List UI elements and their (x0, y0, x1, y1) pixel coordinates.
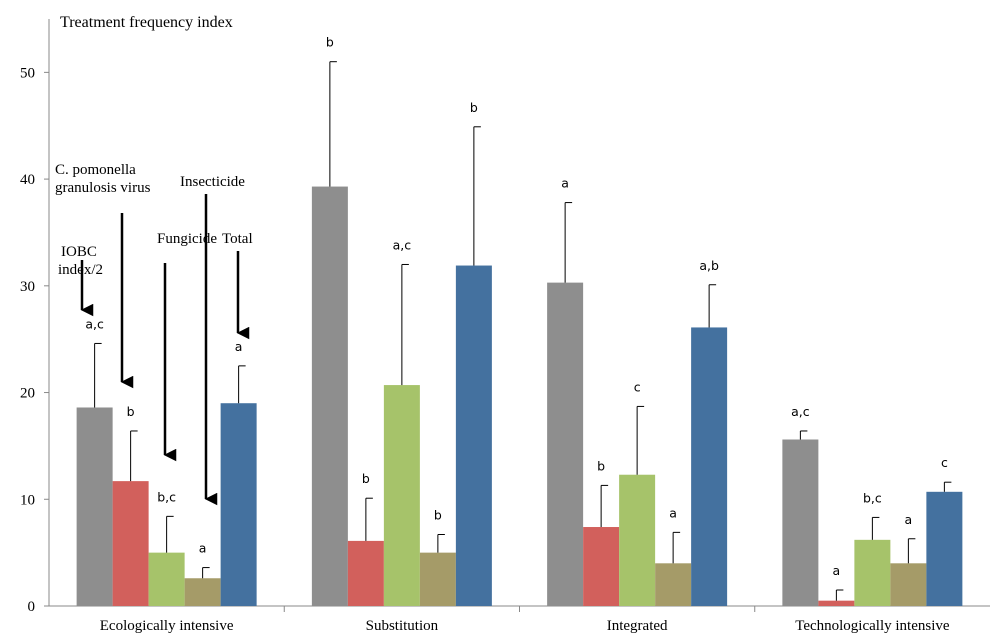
significance-label-cpgv: b (127, 404, 135, 419)
bar-total (926, 491, 963, 606)
bar-total (455, 265, 492, 606)
bar-insecticide (184, 578, 221, 606)
y-tick-label: 10 (20, 492, 35, 508)
y-tick-label: 50 (20, 65, 35, 81)
significance-label-insecticide: a (199, 541, 207, 556)
bar-cpgv (818, 600, 855, 606)
significance-label-cpgv: a (833, 563, 841, 578)
bar-fungicide (148, 552, 185, 606)
bar-fungicide (854, 539, 891, 606)
bar-iobc (76, 407, 113, 606)
bar-insecticide (655, 563, 692, 606)
significance-label-iobc: a (561, 176, 569, 191)
bar-total (220, 403, 257, 606)
significance-label-fungicide: b,c (157, 489, 176, 504)
significance-label-total: a,b (699, 258, 719, 273)
annotation-fungicide: Fungicide (157, 231, 217, 247)
significance-label-cpgv: b (597, 458, 605, 473)
significance-label-fungicide: a,c (393, 237, 412, 252)
category-labels: Ecologically intensive Substitution Integr… (100, 618, 950, 634)
bar-iobc (782, 439, 819, 606)
significance-label-total: a (235, 339, 243, 354)
significance-label-total: b (470, 100, 478, 115)
y-axis-title: Treatment frequency index (60, 14, 233, 31)
bar-iobc (547, 282, 584, 606)
category-label: Substitution (366, 618, 439, 634)
annotation-cpgv-line1: C. pomonella (55, 162, 136, 178)
bar-insecticide (419, 552, 456, 606)
significance-label-insecticide: b (434, 507, 442, 522)
y-tick-label: 20 (20, 386, 35, 402)
bar-fungicide (619, 474, 656, 606)
category-label: Technologically intensive (795, 618, 950, 634)
bar-total (691, 327, 728, 606)
significance-label-fungicide: b,c (863, 490, 882, 505)
y-tick-label: 40 (20, 172, 35, 188)
bars: a,c b b,c a a b b a,c b b a b c a a,b a,c a b,c a c (76, 35, 963, 606)
y-tick-label: 0 (28, 599, 36, 615)
bar-cpgv (112, 481, 149, 606)
bar-iobc (311, 186, 348, 606)
category-label: Integrated (607, 618, 668, 634)
significance-label-insecticide: a (669, 505, 677, 520)
annotation-cpgv-line2: granulosis virus (55, 180, 151, 196)
category-label: Ecologically intensive (100, 618, 234, 634)
significance-label-total: c (941, 455, 948, 470)
bar-cpgv (583, 527, 620, 606)
bar-insecticide (890, 563, 927, 606)
significance-label-insecticide: a (905, 512, 913, 527)
annotations: IOBC index/2 C. pomonella granulosis vir… (55, 162, 253, 506)
y-tick-label: 30 (20, 279, 35, 295)
bar-cpgv (347, 540, 384, 606)
significance-label-iobc: a,c (791, 404, 810, 419)
annotation-insecticide: Insecticide (180, 174, 245, 190)
significance-label-cpgv: b (362, 471, 370, 486)
significance-label-iobc: b (326, 35, 334, 50)
annotation-iobc-line2: index/2 (58, 262, 103, 278)
significance-label-iobc: a,c (85, 316, 104, 331)
axes (48, 19, 990, 612)
y-ticks: 0 10 20 30 40 50 (20, 65, 49, 615)
annotation-total: Total (222, 231, 253, 247)
annotation-iobc-line1: IOBC (61, 244, 97, 260)
significance-label-fungicide: c (634, 379, 641, 394)
bar-fungicide (383, 385, 420, 606)
